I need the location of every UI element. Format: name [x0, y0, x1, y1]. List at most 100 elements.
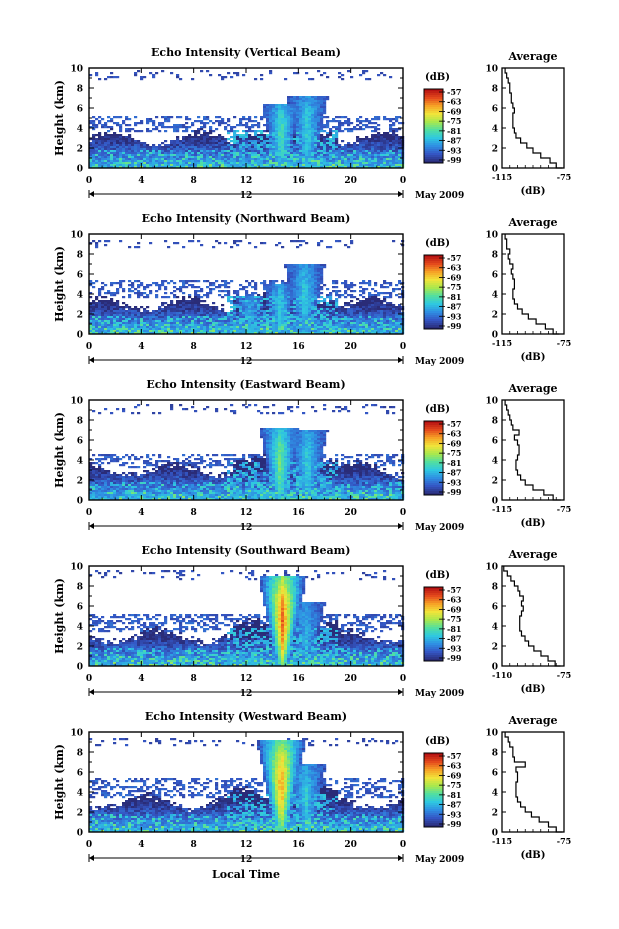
heatmap-cell	[95, 148, 99, 151]
heatmap-cell	[92, 158, 96, 161]
heatmap-cell	[107, 76, 111, 79]
heatmap-cell	[236, 310, 240, 313]
heatmap-cell	[203, 144, 207, 147]
heatmap-cell	[359, 318, 363, 321]
heatmap-cell	[398, 138, 402, 141]
heatmap-cell	[284, 288, 288, 291]
heatmap-cell	[350, 312, 354, 315]
heatmap-cell	[146, 324, 150, 327]
heatmap-cell	[125, 146, 129, 149]
heatmap-cell	[185, 322, 189, 325]
heatmap-cell	[305, 330, 309, 333]
heatmap-cell	[299, 142, 303, 145]
heatmap-cell	[197, 304, 201, 307]
heatmap-cell	[233, 146, 237, 149]
heatmap-cell	[98, 154, 102, 157]
heatmap-cell	[329, 132, 333, 135]
heatmap-cell	[185, 308, 189, 311]
heatmap-cell	[374, 158, 378, 161]
heatmap-cell	[308, 296, 312, 299]
heatmap-cell	[98, 132, 102, 135]
heatmap-cell	[227, 316, 231, 319]
heatmap-cell	[353, 160, 357, 163]
heatmap-cell	[290, 270, 294, 273]
heatmap-cell	[329, 138, 333, 141]
heatmap-cell	[95, 296, 99, 299]
heatmap-cell	[161, 304, 165, 307]
heatmap-cell	[143, 326, 147, 329]
heatmap-cell	[248, 126, 252, 129]
heatmap-cell	[284, 284, 288, 287]
heatmap-cell	[170, 154, 174, 157]
heatmap-cell	[203, 124, 207, 127]
heatmap-cell	[293, 98, 297, 101]
heatmap-cell	[170, 146, 174, 149]
heatmap-cell	[221, 76, 225, 79]
heatmap-cell	[188, 324, 192, 327]
heatmap-cell	[356, 144, 360, 147]
heatmap-cell	[392, 166, 396, 169]
heatmap-cell	[380, 324, 384, 327]
heatmap-cell	[137, 318, 141, 321]
heatmap-cell	[164, 126, 168, 129]
heatmap-cell	[296, 246, 300, 249]
heatmap-cell	[209, 316, 213, 319]
heatmap-cell	[365, 70, 369, 73]
heatmap-cell	[95, 310, 99, 313]
heatmap-cell	[278, 318, 282, 321]
heatmap-cell	[392, 138, 396, 141]
heatmap-cell	[182, 246, 186, 249]
heatmap-cell	[149, 316, 153, 319]
heatmap-cell	[386, 138, 390, 141]
heatmap-cell	[167, 152, 171, 155]
heatmap-cell	[254, 136, 258, 139]
heatmap-cell	[377, 166, 381, 169]
heatmap-cell	[308, 306, 312, 309]
heatmap-cell	[179, 330, 183, 333]
heatmap-cell	[293, 296, 297, 299]
heatmap-cell	[326, 96, 330, 99]
heatmap-cell	[92, 150, 96, 153]
heatmap-cell	[254, 310, 258, 313]
heatmap-cell	[260, 312, 264, 315]
heatmap-cell	[125, 128, 129, 131]
heatmap-cell	[140, 322, 144, 325]
heatmap-cell	[296, 130, 300, 133]
heatmap-cell	[263, 150, 267, 153]
heatmap-cell	[317, 320, 321, 323]
heatmap-cell	[284, 106, 288, 109]
heatmap-cell	[116, 322, 120, 325]
heatmap-cell	[119, 314, 123, 317]
heatmap-cell	[212, 332, 216, 335]
heatmap-cell	[272, 288, 276, 291]
colorbar-tick-label: -57	[447, 87, 461, 97]
heatmap-cell	[266, 314, 270, 317]
heatmap-cell	[98, 162, 102, 165]
heatmap-cell	[239, 158, 243, 161]
heatmap-cell	[266, 118, 270, 121]
heatmap-cell	[365, 152, 369, 155]
heatmap-cell	[305, 100, 309, 103]
heatmap-cell	[329, 152, 333, 155]
heatmap-cell	[260, 328, 264, 331]
heatmap-cell	[269, 130, 273, 133]
heatmap-cell	[149, 330, 153, 333]
heatmap-cell	[272, 106, 276, 109]
heatmap-cell	[374, 284, 378, 287]
heatmap-cell	[143, 142, 147, 145]
heatmap-cell	[269, 296, 273, 299]
heatmap-cell	[377, 292, 381, 295]
colorbar-band	[424, 161, 443, 164]
heatmap-cell	[89, 242, 93, 245]
colorbar-band	[424, 131, 443, 134]
heatmap-cell	[377, 116, 381, 119]
heatmap-cell	[305, 124, 309, 127]
heatmap-cell	[248, 150, 252, 153]
heatmap-cell	[314, 164, 318, 167]
heatmap-cell	[209, 306, 213, 309]
heatmap-cell	[209, 284, 213, 287]
heatmap-cell	[296, 148, 300, 151]
heatmap-cell	[113, 282, 117, 285]
heatmap-cell	[101, 148, 105, 151]
heatmap-cell	[290, 118, 294, 121]
